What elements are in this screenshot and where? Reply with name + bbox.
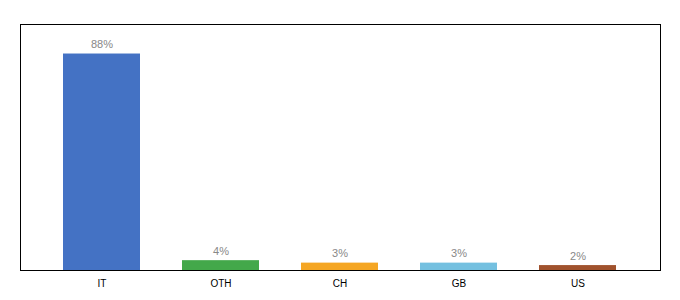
svg-text:CH: CH <box>333 278 347 289</box>
svg-text:IT: IT <box>98 278 107 289</box>
svg-text:US: US <box>571 278 585 289</box>
svg-text:88%: 88% <box>91 38 113 50</box>
svg-text:GB: GB <box>452 278 467 289</box>
svg-text:2%: 2% <box>570 250 586 262</box>
svg-text:4%: 4% <box>213 245 229 257</box>
svg-text:OTH: OTH <box>210 278 231 289</box>
svg-text:3%: 3% <box>451 247 467 259</box>
svg-text:3%: 3% <box>332 247 348 259</box>
